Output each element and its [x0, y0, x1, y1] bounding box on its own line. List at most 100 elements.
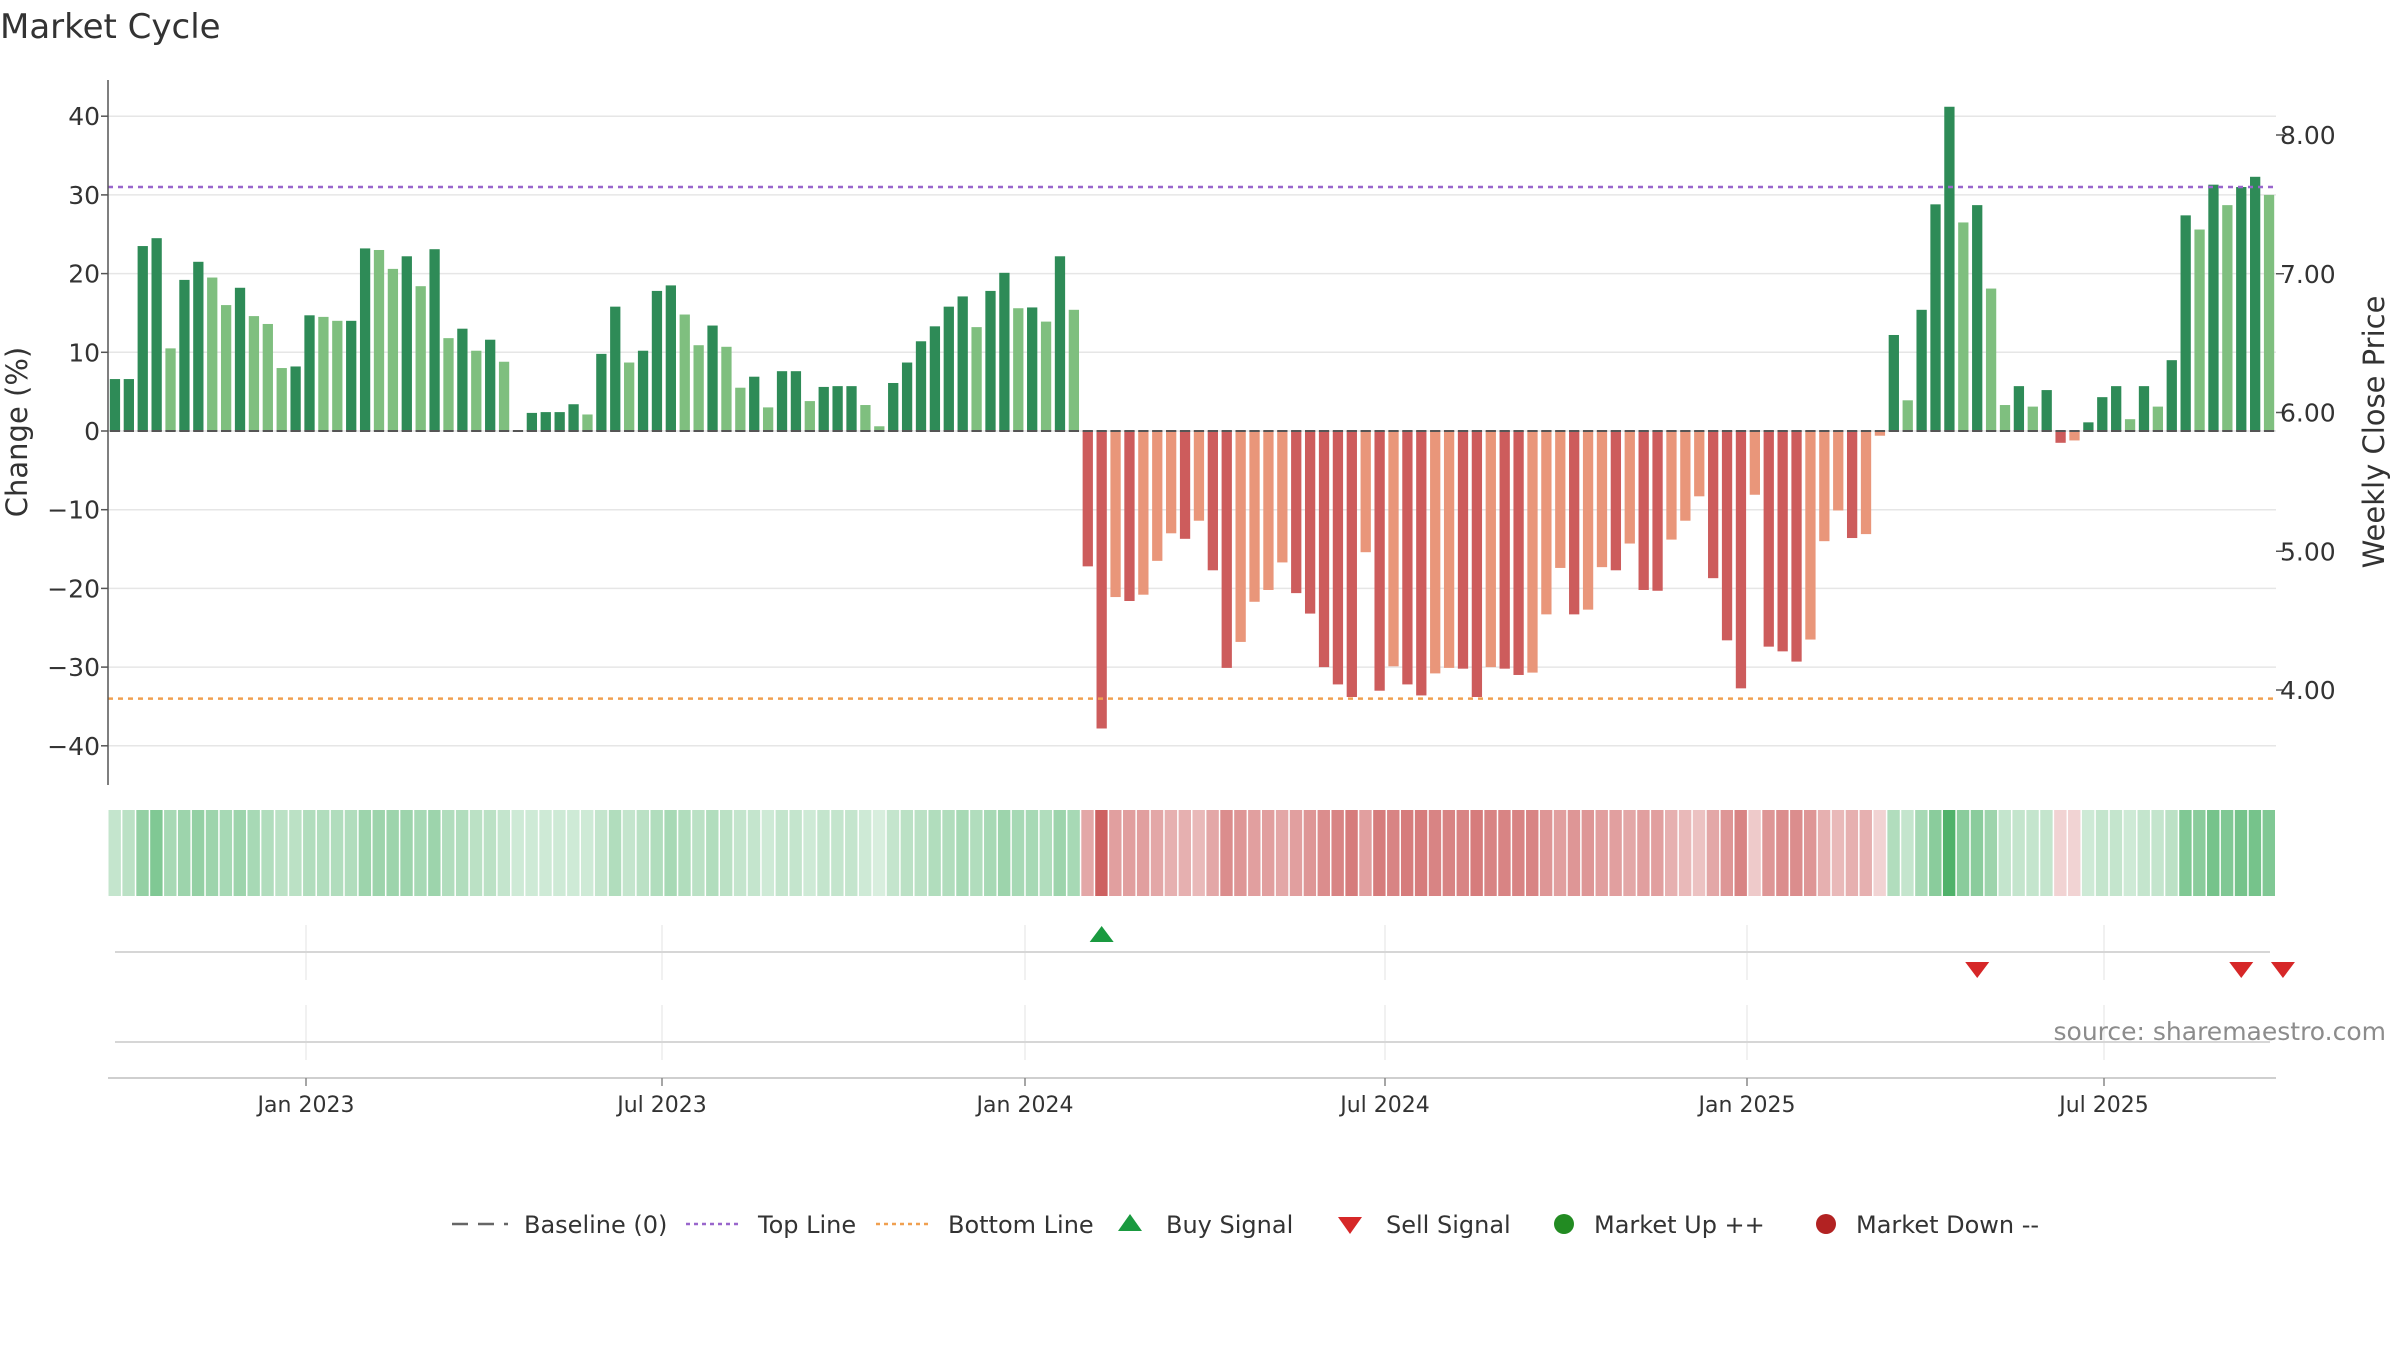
change-bar	[1388, 431, 1399, 667]
heat-cell	[2193, 810, 2206, 896]
change-bar	[1485, 431, 1496, 668]
heat-cell	[1581, 810, 1595, 896]
legend-label: Top Line	[757, 1211, 856, 1239]
y-tick-label-right: 8.00	[2280, 121, 2336, 150]
heat-cell	[1637, 810, 1650, 896]
change-bar	[985, 290, 996, 431]
heat-cell	[1748, 810, 1761, 896]
heat-cell	[997, 810, 1011, 896]
change-bar	[1360, 431, 1371, 553]
heat-cell	[1567, 810, 1581, 896]
heat-cell	[191, 810, 205, 896]
change-bar	[1666, 431, 1677, 540]
y-axis-left-label: Change (%)	[0, 347, 34, 517]
heat-cell	[261, 810, 274, 896]
change-bar	[1749, 431, 1760, 495]
change-bar	[943, 306, 954, 431]
change-bar	[568, 404, 579, 431]
change-bar	[2041, 390, 2052, 431]
heat-cell	[775, 810, 788, 896]
signal-panel	[115, 925, 2295, 1060]
heat-cell	[1887, 810, 1900, 896]
strength-heat-strip	[108, 810, 2275, 896]
heat-cell	[136, 810, 149, 896]
heat-cell	[817, 810, 830, 896]
y-tick-label-left: 10	[68, 338, 100, 367]
change-bar	[1582, 431, 1594, 610]
x-axis: Jan 2023 Jul 2023 Jan 2024 Jul 2024 Jan 2025…	[108, 1077, 2276, 1118]
heat-cell	[1261, 810, 1275, 896]
change-bar	[1430, 431, 1441, 674]
change-bar	[2208, 184, 2219, 431]
heat-cell	[1373, 810, 1386, 896]
change-bar	[915, 341, 927, 431]
change-bar	[762, 407, 774, 431]
heat-cell	[372, 810, 385, 896]
change-bar	[804, 401, 815, 431]
legend: Baseline (0) Top Line Bottom Line Buy Signa…	[452, 1211, 2039, 1239]
change-bar	[1916, 309, 1927, 431]
change-bar	[248, 316, 260, 431]
heat-cell	[650, 810, 663, 896]
change-bar	[1138, 431, 1149, 595]
heat-cell	[761, 810, 775, 896]
y-axis-right-label: Weekly Close Price	[2357, 296, 2391, 569]
heat-cell	[177, 810, 191, 896]
heat-cell	[1025, 810, 1039, 896]
change-bar	[2152, 406, 2164, 431]
change-bar	[1763, 431, 1774, 647]
heat-cell	[928, 810, 941, 896]
change-bar	[109, 379, 121, 431]
heat-cell	[1873, 810, 1886, 896]
change-bar	[1471, 431, 1483, 698]
heat-cell	[1498, 810, 1511, 896]
change-bar	[1860, 431, 1872, 535]
heat-cell	[1984, 810, 1998, 896]
heat-cell	[1206, 810, 1219, 896]
y-tick-label-left: −20	[47, 574, 100, 603]
change-bar	[262, 323, 273, 431]
source-label: source: sharemaestro.com	[2054, 1017, 2387, 1046]
change-bar	[1263, 431, 1274, 590]
heat-cell	[455, 810, 469, 896]
change-bar	[1304, 431, 1316, 614]
heat-cell	[442, 810, 455, 896]
heat-cell	[2248, 810, 2262, 896]
heat-cell	[594, 810, 608, 896]
heat-cell	[2151, 810, 2164, 896]
change-bar	[498, 361, 510, 431]
change-bar	[2236, 187, 2247, 431]
heat-cell	[914, 810, 927, 896]
heat-cell	[1817, 810, 1831, 896]
heat-cell	[414, 810, 427, 896]
heat-cell	[122, 810, 135, 896]
change-bar	[1972, 205, 1983, 431]
heat-cell	[150, 810, 163, 896]
change-bar	[1805, 431, 1816, 640]
change-bar	[1833, 431, 1844, 511]
heat-cell	[511, 810, 524, 896]
change-bar	[1124, 431, 1135, 601]
change-bar	[387, 268, 399, 431]
change-bar	[1374, 431, 1385, 691]
x-tick-label: Jan 2023	[256, 1093, 355, 1118]
change-bar	[1402, 431, 1413, 685]
change-bar	[1291, 431, 1302, 594]
heat-cell	[386, 810, 399, 896]
heat-cell	[2165, 810, 2178, 896]
heat-cell	[330, 810, 344, 896]
change-bar	[304, 315, 315, 431]
change-bar	[1902, 400, 1913, 431]
heat-cell	[2095, 810, 2109, 896]
heat-cell	[1790, 810, 1803, 896]
change-bar	[1040, 321, 1052, 431]
change-bar	[721, 346, 732, 431]
heat-cell	[1845, 810, 1859, 896]
change-bar	[693, 345, 704, 431]
change-bar	[2250, 176, 2261, 431]
change-bar	[2180, 215, 2191, 431]
heat-cell	[247, 810, 260, 896]
y-tick-label-left: 20	[68, 260, 100, 289]
sell-signal-marker	[2229, 962, 2254, 978]
change-bar	[901, 362, 913, 431]
